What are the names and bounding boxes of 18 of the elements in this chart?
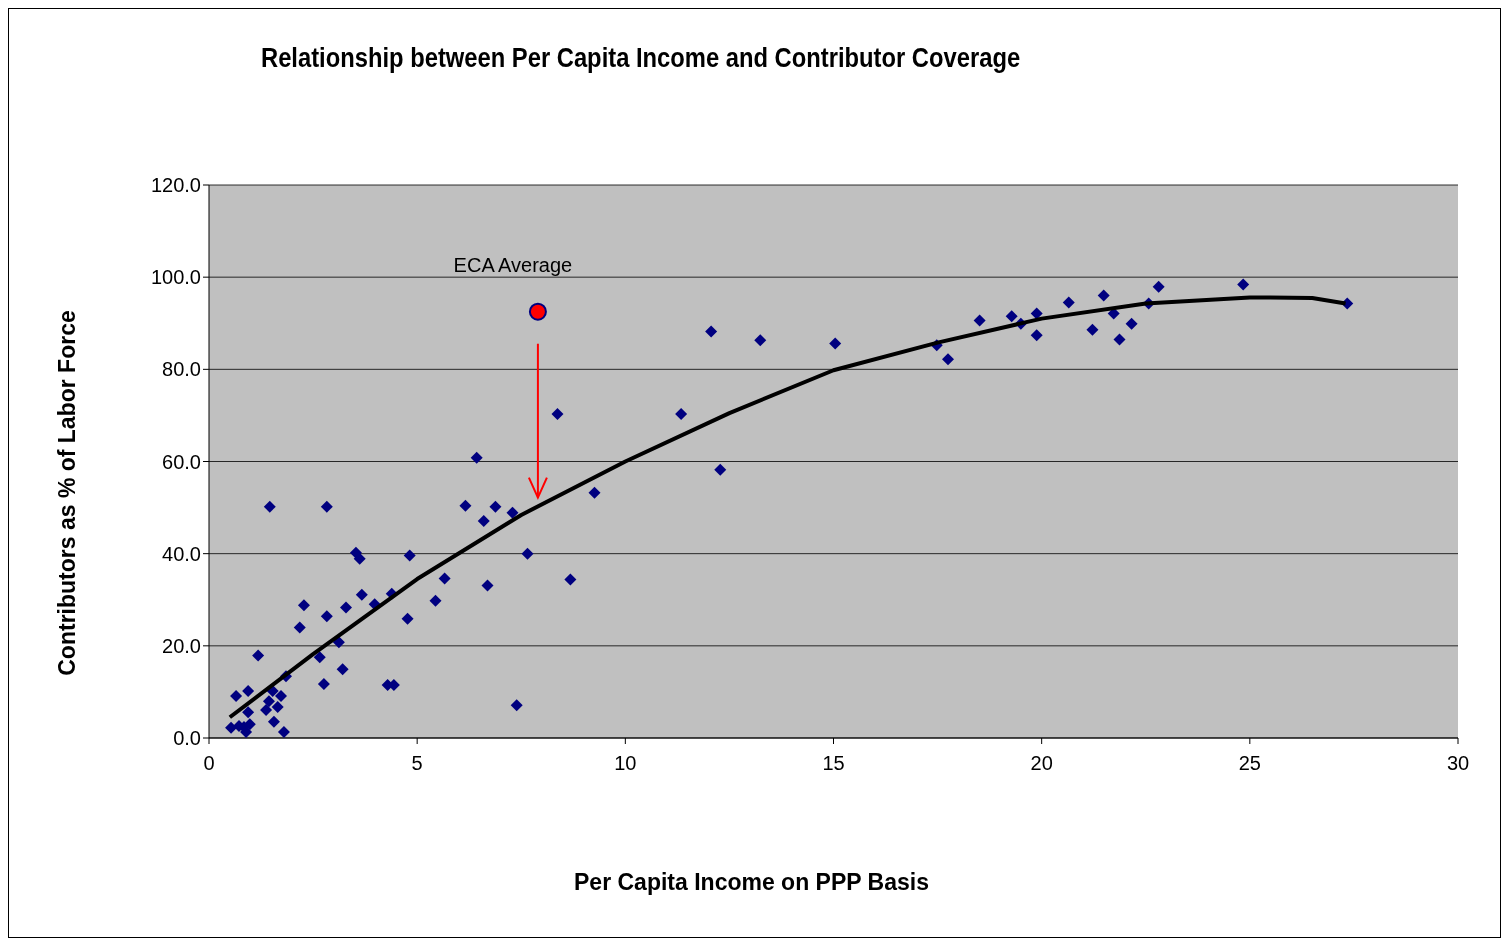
chart-title: Relationship between Per Capita Income and Contributor Coverage — [261, 43, 1021, 74]
text: ECA Average — [453, 253, 573, 276]
y-tick-label: 40.0 — [162, 542, 201, 565]
x-tick-label: 25 — [1238, 752, 1261, 775]
x-tick-label: 30 — [1446, 752, 1470, 775]
x-tick-label: 10 — [614, 752, 637, 775]
y-tick-label: 80.0 — [162, 358, 201, 381]
x-axis-title: Per Capita Income on PPP Basis — [573, 869, 930, 896]
x-tick-label: 15 — [822, 752, 845, 775]
x-tick-label: 5 — [411, 752, 423, 775]
y-tick-label: 100.0 — [150, 266, 201, 289]
y-axis-title: Contributors as % of Labor Force — [53, 309, 81, 676]
y-tick-label: 60.0 — [162, 450, 201, 473]
y-tick-label: 0.0 — [173, 727, 201, 750]
x-tick-label: 0 — [203, 752, 215, 775]
x-tick-label: 20 — [1030, 752, 1053, 775]
y-tick-label: 120.0 — [150, 174, 201, 197]
y-tick-label: 20.0 — [162, 634, 201, 657]
